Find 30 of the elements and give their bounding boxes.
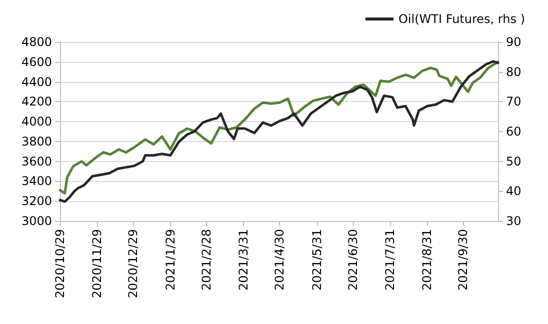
x-tick-label: 2020/12/29	[126, 229, 140, 298]
x-tick-label: 2021/9/30	[456, 229, 470, 291]
y-tick-label: 4800	[21, 35, 52, 49]
y2-tick-label: 30	[506, 214, 522, 228]
y2-tick-label: 40	[506, 184, 522, 198]
y-tick-label: 3000	[21, 214, 52, 228]
x-tick-label: 2020/10/29	[53, 229, 67, 298]
y-tick-label: 4400	[21, 74, 52, 89]
x-tick-label: 2021/5/31	[310, 229, 324, 291]
y-tick-label: 4000	[21, 114, 52, 129]
x-tick-label: 2021/6/30	[346, 229, 360, 291]
y-tick-label: 4600	[21, 54, 52, 69]
x-tick-label: 2021/3/31	[236, 229, 251, 291]
x-tick-label: 2021/4/30	[272, 229, 287, 291]
y-tick-label: 3600	[21, 154, 52, 168]
y2-tick-label: 70	[506, 94, 522, 109]
y-tick-label: 4200	[21, 94, 52, 109]
legend-label: Oil(WTI Futures, rhs )	[398, 12, 525, 26]
y2-tick-label: 50	[506, 154, 522, 168]
y2-tick-label: 60	[506, 124, 522, 138]
y2-tick-label: 80	[506, 64, 522, 79]
y-tick-label: 3200	[21, 194, 52, 208]
y-tick-label: 3400	[21, 174, 52, 188]
x-tick-label: 2021/8/31	[420, 229, 434, 291]
x-tick-label: 2021/1/29	[163, 229, 178, 291]
y-tick-label: 3800	[21, 134, 52, 148]
x-tick-label: 2021/7/31	[383, 229, 397, 291]
y2-tick-label: 90	[506, 35, 522, 49]
x-tick-label: 2020/11/29	[90, 229, 104, 298]
x-tick-label: 2021/2/28	[199, 229, 214, 291]
